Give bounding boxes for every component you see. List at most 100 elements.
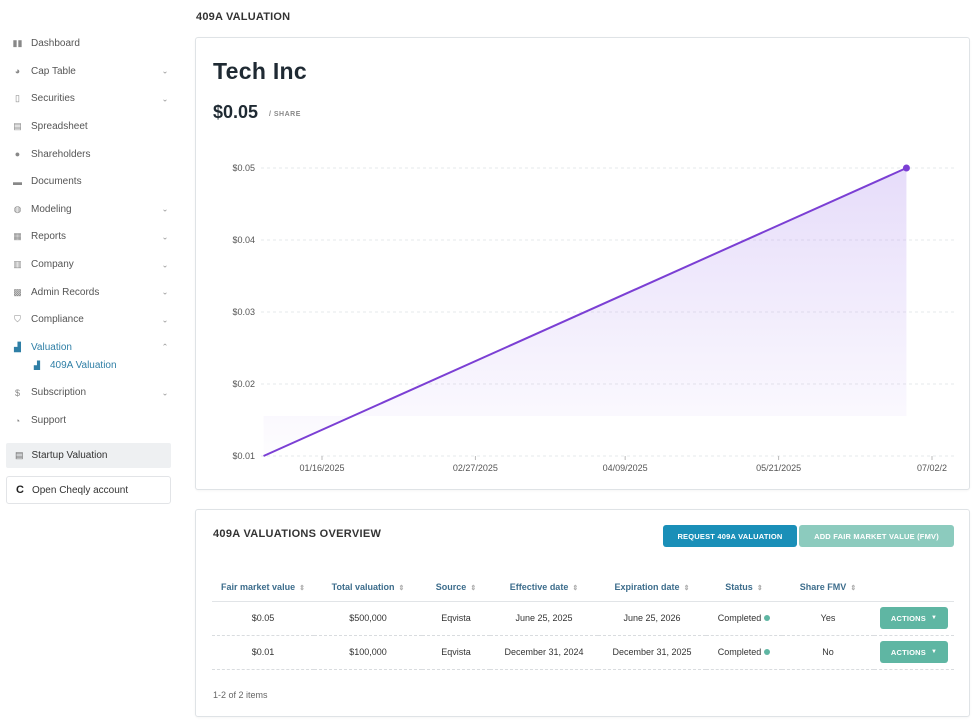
- shield-icon: ⛉: [14, 314, 21, 325]
- sort-icon[interactable]: ⇕: [299, 584, 305, 592]
- sidebar-item-reports[interactable]: ▦ Reports ⌄: [0, 223, 178, 251]
- expiration-date-cell: June 25, 2026: [598, 601, 706, 636]
- sidebar-item-label: Support: [31, 415, 67, 427]
- actions-dropdown-button[interactable]: ACTIONS ▼: [880, 641, 948, 663]
- document-icon: ▤: [15, 450, 24, 460]
- page-title: 409A VALUATION: [196, 11, 291, 23]
- open-cheqly-account-button[interactable]: C Open Cheqly account: [6, 476, 171, 504]
- valuations-table: Fair market value ⇕ Total valuation ⇕ Sour…: [212, 573, 954, 670]
- sidebar-subitem-409a-valuation[interactable]: ▟ 409A Valuation: [0, 356, 178, 374]
- clipboard-icon: ▯: [15, 93, 20, 104]
- building-icon: ▥: [13, 259, 22, 270]
- chevron-down-icon[interactable]: ⌄: [161, 66, 169, 76]
- sort-icon[interactable]: ⇕: [470, 584, 477, 592]
- sort-icon[interactable]: ⇕: [572, 584, 579, 592]
- request-409a-valuation-button[interactable]: REQUEST 409A VALUATION: [663, 525, 797, 547]
- sidebar-item-label: Modeling: [31, 203, 72, 215]
- actions-dropdown-button[interactable]: ACTIONS ▼: [880, 607, 948, 629]
- series-line: [263, 167, 907, 457]
- column-header[interactable]: Effective date ⇕: [490, 573, 598, 602]
- total-valuation-cell: $100,000: [314, 635, 422, 670]
- sort-icon[interactable]: ⇕: [756, 584, 763, 592]
- folder-icon: ▬: [13, 176, 22, 187]
- actions-label: ACTIONS: [890, 613, 926, 623]
- x-tick-label: 01/16/2025: [299, 463, 344, 473]
- sidebar-subitem-label: 409A Valuation: [50, 359, 117, 371]
- sidebar-item-cap-table[interactable]: ◕ Cap Table ⌄: [0, 58, 178, 86]
- y-tick-label: $0.03: [232, 307, 255, 317]
- actions-column-header: [874, 573, 954, 602]
- share-fmv-cell: Yes: [782, 601, 874, 636]
- chevron-down-icon[interactable]: ⌄: [161, 315, 169, 325]
- sidebar-item-subscription[interactable]: $ Subscription ⌄: [0, 379, 178, 407]
- source-cell: Eqvista: [422, 601, 490, 636]
- chevron-down-icon[interactable]: ⌄: [161, 204, 169, 214]
- x-tick-label: 05/21/2025: [756, 463, 801, 473]
- sidebar-item-label: Documents: [31, 176, 82, 188]
- startup-valuation-label: Startup Valuation: [31, 450, 108, 461]
- status-cell: Completed: [706, 635, 782, 670]
- column-header[interactable]: Total valuation ⇕: [314, 573, 422, 602]
- reports-icon: ▦: [13, 231, 22, 242]
- valuation-line-chart: $0.01 $0.02 $0.03 $0.04 $0.05 01/16/2025 02/27…: [232, 163, 956, 473]
- startup-valuation-button[interactable]: ▤ Startup Valuation: [6, 443, 171, 468]
- sidebar: ▮▮ Dashboard ◕ Cap Table ⌄ ▯ Securities …: [0, 0, 178, 721]
- column-header[interactable]: Source ⇕: [422, 573, 490, 602]
- sidebar-item-documents[interactable]: ▬ Documents: [0, 168, 178, 196]
- sidebar-item-label: Admin Records: [31, 286, 100, 298]
- sort-icon[interactable]: ⇕: [683, 584, 690, 592]
- share-fmv-cell: No: [782, 635, 874, 670]
- sort-icon[interactable]: ⇕: [398, 584, 405, 592]
- x-tick-label: 07/02/2: [917, 463, 947, 473]
- chevron-down-icon[interactable]: ⌄: [161, 94, 169, 104]
- sidebar-item-valuation[interactable]: ▟ Valuation ⌃: [0, 334, 178, 362]
- sidebar-item-support[interactable]: ◔ Support: [0, 407, 178, 435]
- spreadsheet-icon: ▤: [13, 121, 22, 132]
- add-fair-market-value-button[interactable]: ADD FAIR MARKET VALUE (FMV): [799, 525, 954, 547]
- chevron-down-icon[interactable]: ⌄: [161, 287, 169, 297]
- sidebar-item-shareholders[interactable]: ● Shareholders: [0, 140, 178, 168]
- pie-chart-icon: ◕: [14, 66, 21, 77]
- y-tick-label: $0.05: [232, 163, 255, 173]
- sidebar-item-label: Company: [31, 259, 74, 271]
- sidebar-item-securities[interactable]: ▯ Securities ⌄: [0, 85, 178, 113]
- valuations-overview-card: 409A VALUATIONS OVERVIEW REQUEST 409A VA…: [195, 509, 970, 717]
- dashboard-icon: ▮▮: [12, 38, 23, 49]
- chevron-down-icon[interactable]: ⌄: [161, 388, 169, 398]
- column-header[interactable]: Status ⇕: [706, 573, 782, 602]
- table-header-row: Fair market value ⇕ Total valuation ⇕ Sour…: [212, 573, 954, 602]
- fmv-cell: $0.05: [212, 601, 314, 636]
- sidebar-item-label: Reports: [31, 231, 67, 243]
- chevron-up-icon[interactable]: ⌃: [161, 342, 169, 352]
- column-header[interactable]: Share FMV ⇕: [782, 573, 874, 602]
- source-cell: Eqvista: [422, 635, 490, 670]
- sidebar-item-compliance[interactable]: ⛉ Compliance ⌄: [0, 306, 178, 334]
- sidebar-item-label: Spreadsheet: [31, 121, 88, 133]
- sidebar-item-spreadsheet[interactable]: ▤ Spreadsheet: [0, 113, 178, 141]
- sidebar-nav: ▮▮ Dashboard ◕ Cap Table ⌄ ▯ Securities …: [0, 30, 178, 434]
- column-header[interactable]: Fair market value ⇕: [212, 573, 314, 602]
- sidebar-item-modeling[interactable]: ◍ Modeling ⌄: [0, 196, 178, 224]
- actions-label: ACTIONS: [890, 647, 926, 657]
- sidebar-item-company[interactable]: ▥ Company ⌄: [0, 251, 178, 279]
- expiration-date-cell: December 31, 2025: [598, 635, 706, 670]
- table-row: $0.01 $100,000 Eqvista December 31, 2024…: [212, 635, 954, 670]
- share-price-unit: / SHARE: [269, 111, 301, 118]
- share-price: $0.05: [213, 102, 259, 122]
- lightbulb-icon: ◍: [13, 203, 22, 214]
- sidebar-item-admin-records[interactable]: ▩ Admin Records ⌄: [0, 278, 178, 306]
- actions-cell: ACTIONS ▼: [874, 635, 954, 670]
- sort-icon[interactable]: ⇕: [850, 584, 857, 592]
- effective-date-cell: December 31, 2024: [490, 635, 598, 670]
- column-header[interactable]: Expiration date ⇕: [598, 573, 706, 602]
- overview-title: 409A VALUATIONS OVERVIEW: [213, 528, 382, 540]
- sidebar-item-label: Valuation: [31, 341, 72, 353]
- sidebar-item-dashboard[interactable]: ▮▮ Dashboard: [0, 30, 178, 58]
- valuation-chart-icon: ▟: [14, 341, 21, 352]
- valuation-chart-card: Tech Inc $0.05 / SHARE $0.01 $0.02 $0.03 $0…: [195, 37, 970, 490]
- chevron-down-icon[interactable]: ⌄: [161, 260, 169, 270]
- chevron-down-icon[interactable]: ⌄: [161, 232, 169, 242]
- valuation-chart-icon: ▟: [33, 360, 41, 370]
- y-tick-label: $0.04: [232, 235, 255, 245]
- status-text: Completed: [717, 647, 762, 657]
